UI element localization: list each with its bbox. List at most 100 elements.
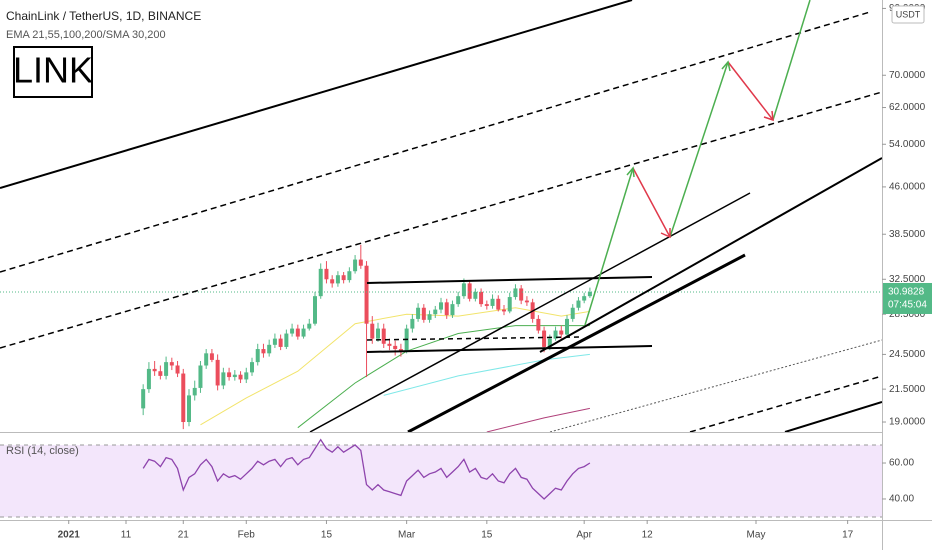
candle-body <box>198 365 203 388</box>
candle-body <box>209 353 214 360</box>
candle-body <box>496 298 501 310</box>
candle-body <box>370 323 375 339</box>
candle-body <box>221 372 226 386</box>
candle-body <box>204 353 209 366</box>
candle-body <box>313 296 317 324</box>
indicator-legend: EMA 21,55,100,200/SMA 30,200 <box>6 29 166 41</box>
candle-body <box>141 389 146 409</box>
candle-body <box>479 291 484 305</box>
rsi-tick-label: 40.00 <box>889 494 914 505</box>
trend-line <box>0 91 882 349</box>
candle-body <box>341 275 346 281</box>
candle-body <box>587 291 592 297</box>
candle-body <box>227 372 232 378</box>
candle-body <box>507 297 512 312</box>
candle-body <box>450 304 455 316</box>
projection-up <box>669 61 729 238</box>
candle-body <box>381 328 386 344</box>
countdown-label: 07:45:04 <box>888 300 927 311</box>
currency-button[interactable] <box>891 5 925 24</box>
arrow-head <box>626 166 635 178</box>
candle-body <box>250 362 254 373</box>
last-price-label: 30.9828 <box>888 287 925 298</box>
time-tick-label: 11 <box>121 530 132 541</box>
candle-body <box>502 309 506 312</box>
moving-average <box>383 353 590 396</box>
price-tick-label: 62.0000 <box>889 102 926 113</box>
rsi-pane <box>0 438 882 518</box>
candle-body <box>565 318 569 335</box>
channel-line <box>366 345 653 353</box>
trend-line <box>0 0 633 189</box>
candle-body <box>421 307 426 320</box>
price-tick-label: 38.5000 <box>889 229 926 240</box>
candle-body <box>467 283 472 299</box>
candle-body <box>410 318 415 329</box>
channel-line <box>366 276 653 284</box>
candle-body <box>330 279 335 284</box>
price-tick-label: 32.5000 <box>889 274 926 285</box>
symbol-label: LINK <box>13 50 93 91</box>
candle-body <box>335 275 340 284</box>
trend-line <box>0 11 871 273</box>
axes: 19.0000 21.5000 24.5000 28.5000 32.5000 38.50… <box>58 3 932 541</box>
candle-body <box>536 318 541 331</box>
price-tick-label: 46.0000 <box>889 182 926 193</box>
candle-body <box>387 343 392 346</box>
candle-body <box>570 307 575 319</box>
candle-body <box>364 265 369 324</box>
last-price-badge <box>883 282 932 314</box>
candle-body <box>433 309 438 315</box>
price-tick-label: 70.0000 <box>889 70 926 81</box>
rsi-band <box>0 445 882 517</box>
drawings <box>0 0 882 432</box>
candle-body <box>158 371 163 376</box>
candle-body <box>347 271 352 281</box>
projection-down <box>727 61 774 121</box>
arrow-head <box>660 228 671 239</box>
moving-average <box>297 325 590 429</box>
candle-body <box>146 368 151 390</box>
time-tick-label: Apr <box>576 530 592 541</box>
rsi-line <box>142 438 591 500</box>
candle-body <box>181 373 186 423</box>
rsi-legend: RSI (14, close) <box>6 445 79 457</box>
candle-body <box>490 298 495 306</box>
projection-up <box>584 167 634 326</box>
rsi-tick-label: 60.00 <box>889 458 914 469</box>
price-tick-label: 19.0000 <box>889 417 926 428</box>
candle-body <box>238 374 243 380</box>
candle-body <box>187 395 191 423</box>
candle-body <box>444 302 449 316</box>
candle-body <box>376 328 380 339</box>
currency-label[interactable]: USDT <box>896 9 921 19</box>
main-pane <box>0 244 882 432</box>
candle-body <box>295 328 300 337</box>
candle-body <box>278 338 283 347</box>
candle-body <box>456 296 461 305</box>
time-tick-label: 17 <box>842 530 854 541</box>
candle-body <box>416 307 421 319</box>
time-tick-label: 21 <box>178 530 190 541</box>
candle-body <box>547 338 552 347</box>
projection-up <box>772 0 811 121</box>
candle-body <box>307 323 312 329</box>
time-tick-label: 15 <box>481 530 493 541</box>
candle-body <box>398 349 403 352</box>
symbol-box <box>13 46 93 98</box>
candle-body <box>427 314 432 320</box>
candle-body <box>324 268 329 280</box>
symbol-title: ChainLink / TetherUS, 1D, BINANCE <box>6 9 201 23</box>
moving-average <box>486 407 591 432</box>
price-tick-label: 54.0000 <box>889 139 926 150</box>
candle-body <box>244 372 249 380</box>
candle-body <box>524 300 529 303</box>
time-tick-label: Mar <box>398 530 416 541</box>
candle-body <box>284 333 289 347</box>
trend-line <box>309 192 751 432</box>
candle-body <box>255 349 260 363</box>
candle-body <box>192 387 197 396</box>
candle-body <box>353 259 358 272</box>
candle-body <box>582 296 587 301</box>
arrow-head <box>763 110 774 122</box>
